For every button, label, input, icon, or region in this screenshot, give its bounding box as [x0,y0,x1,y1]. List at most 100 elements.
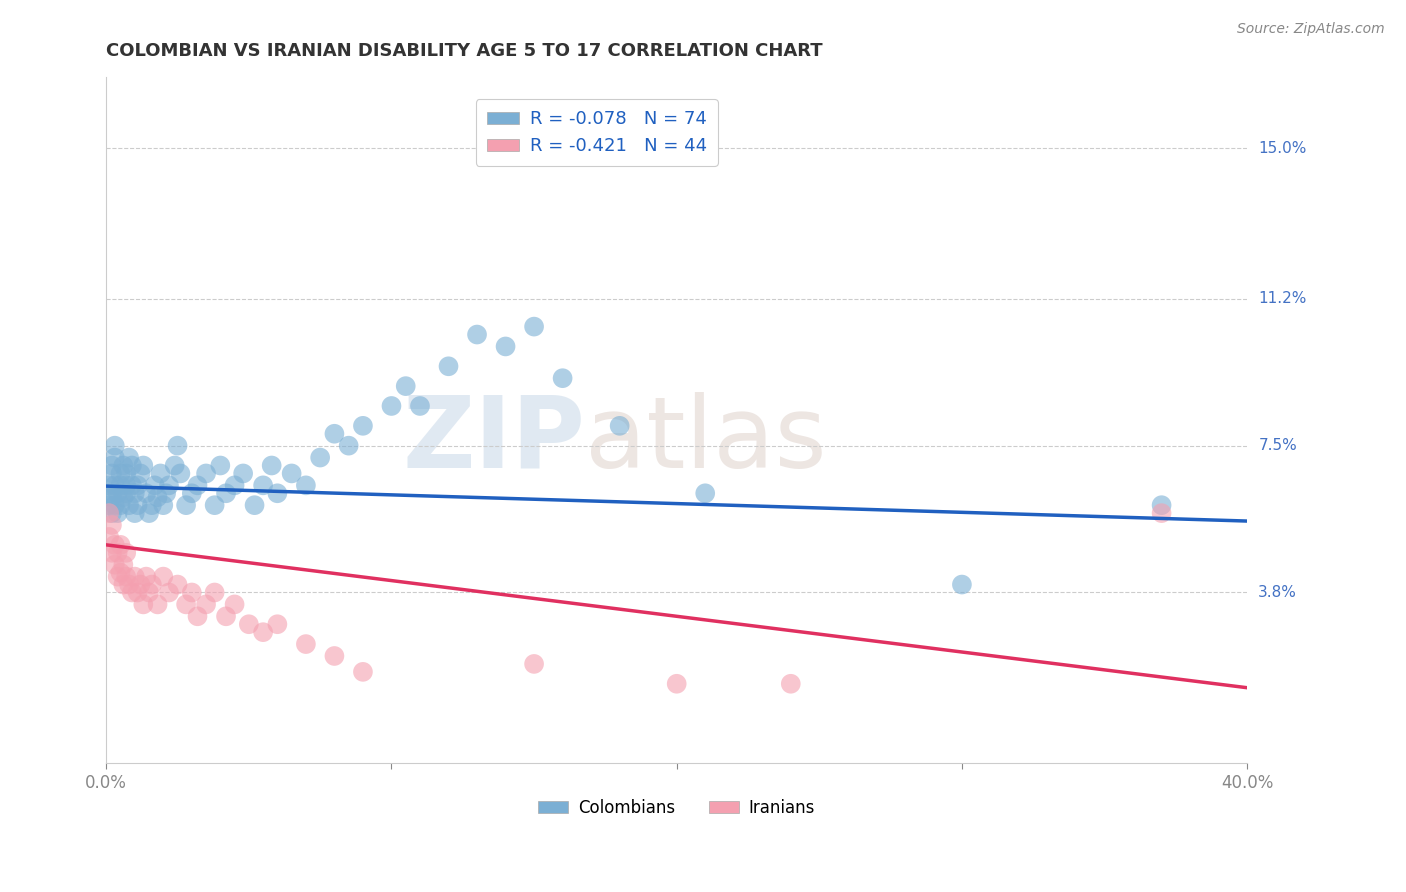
Point [107,569,129,583]
Point [1150,506,1173,520]
Point [779,677,801,691]
Point [104,498,127,512]
Point [155,486,177,500]
Point [107,486,129,500]
Point [98,530,121,544]
Point [127,585,149,599]
Point [195,598,218,612]
Point [495,339,517,353]
Point [101,546,124,560]
Point [352,418,374,433]
Point [215,609,238,624]
Point [121,478,143,492]
Point [129,467,152,481]
Point [124,486,146,500]
Point [523,657,546,671]
Point [118,498,141,512]
Point [395,379,418,393]
Point [149,467,172,481]
Point [665,677,688,691]
Point [115,478,138,492]
Point [110,467,132,481]
Point [166,439,188,453]
Text: ZIP: ZIP [402,392,585,489]
Point [409,399,432,413]
Point [132,598,155,612]
Point [124,569,146,583]
Point [465,327,488,342]
Point [437,359,460,374]
Point [98,478,121,492]
Point [101,467,124,481]
Point [104,478,127,492]
Point [295,478,318,492]
Point [209,458,232,473]
Point [323,648,346,663]
Point [180,585,202,599]
Point [157,478,180,492]
Point [551,371,574,385]
Point [323,426,346,441]
Point [163,458,186,473]
Point [146,490,169,504]
Text: Source: ZipAtlas.com: Source: ZipAtlas.com [1237,22,1385,37]
Point [695,486,717,500]
Point [950,577,973,591]
Text: 11.2%: 11.2% [1258,292,1306,306]
Point [124,506,146,520]
Point [523,319,546,334]
Point [352,665,374,679]
Point [280,467,302,481]
Point [101,458,124,473]
Text: COLOMBIAN VS IRANIAN DISABILITY AGE 5 TO 17 CORRELATION CHART: COLOMBIAN VS IRANIAN DISABILITY AGE 5 TO… [107,42,823,60]
Point [132,458,155,473]
Point [204,498,226,512]
Point [138,506,160,520]
Point [112,558,135,572]
Point [115,569,138,583]
Point [260,458,283,473]
Point [138,585,160,599]
Point [1150,498,1173,512]
Text: 3.8%: 3.8% [1258,585,1298,600]
Point [152,569,174,583]
Point [121,458,143,473]
Point [180,486,202,500]
Legend: Colombians, Iranians: Colombians, Iranians [531,792,821,823]
Point [186,478,208,492]
Point [129,577,152,591]
Point [110,538,132,552]
Point [243,498,266,512]
Point [232,467,254,481]
Point [295,637,318,651]
Point [215,486,238,500]
Point [115,467,138,481]
Text: atlas: atlas [585,392,827,489]
Point [238,617,260,632]
Point [266,617,288,632]
Text: 7.5%: 7.5% [1258,438,1296,453]
Point [266,486,288,500]
Point [609,418,631,433]
Point [118,577,141,591]
Point [127,478,149,492]
Point [224,478,246,492]
Point [98,498,121,512]
Point [174,498,197,512]
Point [101,506,124,520]
Point [104,558,127,572]
Point [135,486,157,500]
Point [224,598,246,612]
Point [118,450,141,465]
Text: 15.0%: 15.0% [1258,141,1306,155]
Point [195,467,218,481]
Point [112,458,135,473]
Point [143,478,166,492]
Point [337,439,360,453]
Point [115,546,138,560]
Point [112,577,135,591]
Point [101,518,124,533]
Point [152,498,174,512]
Point [104,439,127,453]
Point [146,598,169,612]
